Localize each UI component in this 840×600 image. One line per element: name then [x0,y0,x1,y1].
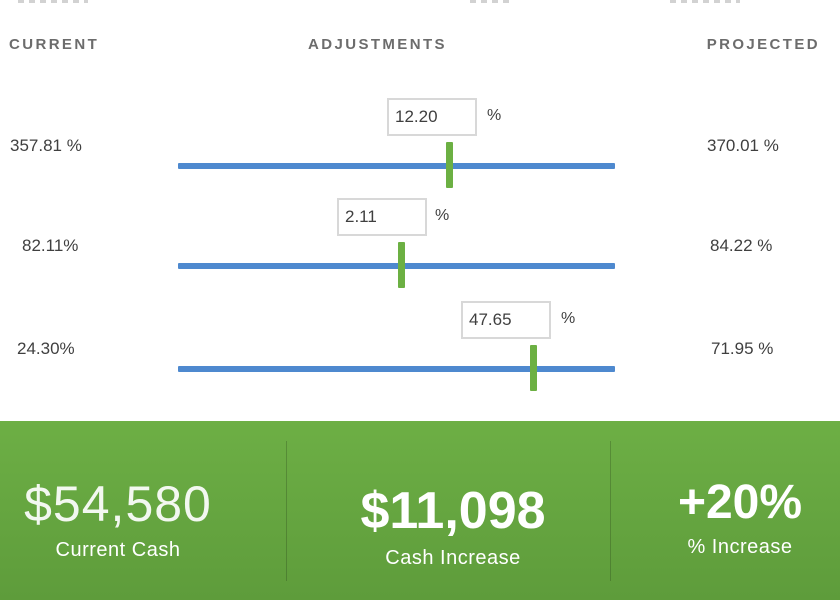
adjustment-input[interactable] [387,98,477,136]
summary-panel: $54,580 Current Cash $11,098 Cash Increa… [0,421,840,600]
metric-row: 357.81 % % 370.01 % [0,98,840,198]
percent-increase-stat: +20% % Increase [624,475,840,559]
projected-column-header: PROJECTED [706,36,820,53]
slider-track[interactable] [178,163,615,169]
summary-divider [286,441,287,581]
current-cash-value: $54,580 [24,476,212,532]
current-column-header: CURRENT [9,36,100,53]
cutoff-header-right [670,0,740,3]
adjustments-column-header: ADJUSTMENTS [308,36,447,53]
percent-unit-label: % [487,107,502,124]
percent-unit-label: % [561,310,576,327]
metric-row: 82.11% % 84.22 % [0,198,840,298]
percent-increase-label: % Increase [687,536,793,558]
percent-increase-value: +20% [677,476,803,529]
current-value: 357.81 % [10,136,82,155]
projected-value: 84.22 % [710,236,773,255]
metric-row: 24.30% % 71.95 % [0,301,840,401]
summary-divider [610,441,611,581]
current-cash-stat: $54,580 Current Cash [0,475,236,562]
slider-thumb[interactable] [530,345,537,391]
cash-increase-stat: $11,098 Cash Increase [300,481,606,570]
slider-track[interactable] [178,366,615,372]
cash-increase-value: $11,098 [360,482,546,540]
current-value: 24.30% [17,339,75,358]
slider-thumb[interactable] [446,142,453,188]
current-cash-label: Current Cash [55,539,181,561]
projected-value: 71.95 % [711,339,774,358]
cutoff-header-middle [470,0,510,3]
slider-thumb[interactable] [398,242,405,288]
projected-value: 370.01 % [707,136,779,155]
current-value: 82.11% [22,236,79,255]
slider-track[interactable] [178,263,615,269]
percent-unit-label: % [435,207,450,224]
adjustment-input[interactable] [461,301,551,339]
adjustment-input[interactable] [337,198,427,236]
cutoff-header-left [18,0,88,3]
cash-increase-label: Cash Increase [385,547,521,569]
